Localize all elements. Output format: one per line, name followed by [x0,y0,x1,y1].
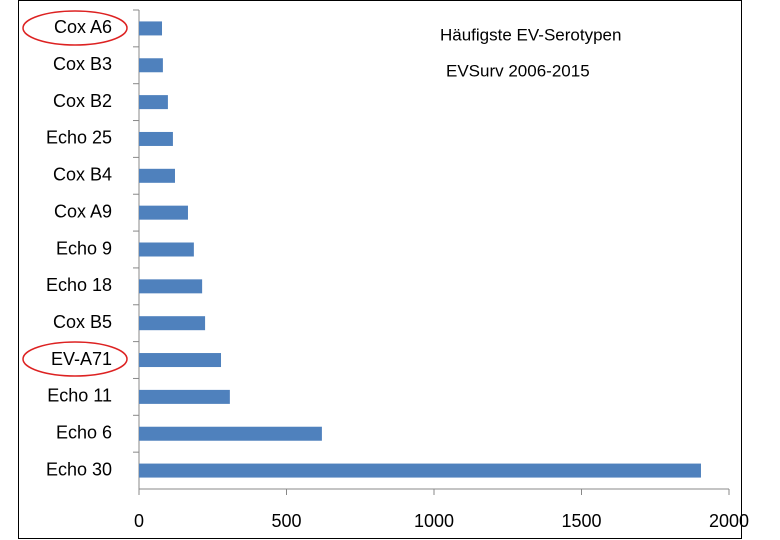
y-tick-label: EV-A71 [51,349,112,369]
y-tick-label: Echo 25 [46,128,112,148]
y-tick-label: Echo 11 [47,386,112,406]
chart-title: Häufigste EV-Serotypen [440,25,621,44]
highlight-ellipse [22,341,128,377]
bar [139,95,168,110]
bar [139,58,163,73]
bar [139,316,206,331]
y-tick-label: Cox B2 [53,91,112,111]
y-tick-label: Echo 9 [56,238,112,258]
bar [139,463,701,478]
bar [139,279,203,294]
bar [139,205,188,220]
x-tick-label: 1000 [414,511,454,531]
highlight-ellipse [22,10,128,46]
bar [139,389,230,404]
bar [139,131,173,146]
chart-subtitle: EVSurv 2006-2015 [446,61,590,80]
x-tick-label: 0 [134,511,144,531]
y-tick-label: Cox A6 [54,17,112,37]
bar [139,21,163,36]
y-tick-label: Echo 6 [56,422,112,442]
y-tick-label: Cox B3 [53,54,112,74]
y-tick-label: Cox A9 [54,201,112,221]
x-tick-label: 500 [271,511,301,531]
y-tick-label: Cox B5 [53,312,112,332]
y-tick-label: Echo 30 [46,459,112,479]
bar [139,426,322,441]
y-tick-label: Cox B4 [53,165,112,185]
x-tick-label: 2000 [709,511,749,531]
x-tick-label: 1500 [561,511,601,531]
bar [139,168,175,183]
bar [139,242,194,257]
bar [139,353,222,368]
chart-frame [18,0,742,539]
y-tick-label: Echo 18 [46,275,112,295]
